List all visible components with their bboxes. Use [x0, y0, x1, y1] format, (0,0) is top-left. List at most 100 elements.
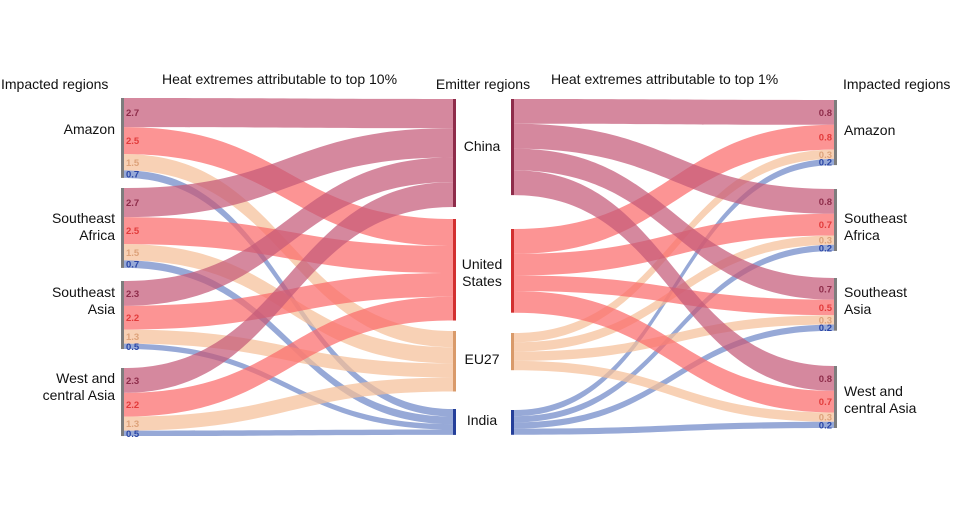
left-value-label-se_asia-india: 0.5 — [126, 342, 140, 353]
right-link-se_asia-us — [514, 275, 834, 316]
left-value-label-se_africa-eu: 1.5 — [126, 248, 140, 259]
right-value-label-se_asia-us: 0.5 — [819, 303, 833, 314]
labels: Impacted regions Heat extremes attributa… — [1, 71, 950, 428]
right-link-se_africa-china — [514, 123, 834, 214]
right-value-label-amazon-eu: 0.3 — [819, 150, 832, 161]
left-value-label-se_asia-us: 2.2 — [126, 313, 139, 324]
right-link-wc_asia-china — [514, 170, 834, 391]
right-value-label-wc_asia-india: 0.2 — [819, 420, 832, 431]
right-value-label-se_asia-eu: 0.3 — [819, 315, 832, 326]
left-emitter-bar-us — [453, 219, 456, 321]
left-value-label-se_africa-china: 2.7 — [126, 198, 139, 209]
left-value-label-se_africa-india: 0.7 — [126, 260, 139, 271]
left-region-label-amazon: Amazon — [64, 121, 115, 137]
right-link-wc_asia-india — [514, 421, 834, 435]
left-value-label-amazon-china: 2.7 — [126, 108, 139, 119]
left-link-wc_asia-china — [124, 182, 453, 393]
left-value-label-se_africa-us: 2.5 — [126, 226, 140, 237]
right-link-se_asia-india — [514, 324, 834, 429]
right-value-label-amazon-us: 0.8 — [819, 133, 832, 144]
right-region-bar-se_africa — [834, 189, 837, 251]
right-region-label-wc_asia: West and — [844, 383, 903, 399]
left-value-label-wc_asia-india: 0.5 — [126, 429, 140, 440]
left-region-bar-wc_asia — [121, 368, 124, 437]
left-emitter-bar-eu — [453, 331, 456, 392]
left-link-se_africa-us — [124, 217, 453, 273]
left-link-wc_asia-us — [124, 296, 453, 417]
right-emitter-bar-china — [511, 99, 514, 196]
left-region-label-se_africa: Africa — [79, 227, 115, 243]
left-value-label-wc_asia-eu: 1.3 — [126, 419, 139, 430]
right-region-bar-wc_asia — [834, 366, 837, 428]
right-value-label-se_asia-china: 0.7 — [819, 284, 832, 295]
right-link-wc_asia-us — [514, 291, 834, 413]
right-region-label-se_asia: Asia — [844, 301, 871, 317]
right-region-label-amazon: Amazon — [844, 122, 895, 138]
right-region-label-wc_asia: central Asia — [844, 400, 917, 416]
left-region-label-wc_asia: West and — [56, 370, 115, 386]
left-region-label-se_asia: Southeast — [52, 284, 115, 300]
left-link-se_asia-china — [124, 157, 453, 306]
left-link-se_africa-china — [124, 128, 453, 218]
emitter-label-eu: EU27 — [464, 351, 499, 367]
right-region-label-se_africa: Southeast — [844, 210, 907, 226]
left-region-bar-se_africa — [121, 188, 124, 268]
right-link-amazon-us — [514, 124, 834, 254]
left-emitter-bar-china — [453, 99, 456, 207]
right-value-label-se_africa-us: 0.7 — [819, 220, 832, 231]
left-region-bar-se_asia — [121, 281, 124, 350]
left-region-bar-amazon — [121, 98, 124, 178]
emitter-label-india: India — [467, 412, 498, 428]
right-chart-title: Heat extremes attributable to top 1% — [551, 71, 778, 87]
left-region-label-se_asia: Asia — [88, 301, 115, 317]
right-region-label-se_africa: Africa — [844, 227, 880, 243]
right-link-amazon-china — [514, 99, 834, 125]
right-emitter-bar-india — [511, 410, 514, 435]
left-value-label-wc_asia-us: 2.2 — [126, 400, 139, 411]
left-emitter-bar-india — [453, 409, 456, 435]
left-link-amazon-china — [124, 98, 453, 129]
right-links — [514, 99, 834, 435]
right-value-label-se_africa-eu: 0.3 — [819, 236, 832, 247]
right-region-label-se_asia: Southeast — [844, 284, 907, 300]
right-value-label-wc_asia-us: 0.7 — [819, 397, 832, 408]
left-link-wc_asia-eu — [124, 377, 453, 431]
right-region-bar-se_asia — [834, 278, 837, 331]
emitter-label-us: States — [462, 273, 502, 289]
left-link-se_asia-us — [124, 273, 453, 330]
right-value-label-se_africa-india: 0.2 — [819, 243, 832, 254]
right-emitter-bar-eu — [511, 333, 514, 371]
left-value-label-amazon-india: 0.7 — [126, 170, 139, 181]
right-value-label-wc_asia-eu: 0.3 — [819, 413, 832, 424]
right-value-label-se_africa-china: 0.8 — [819, 197, 832, 208]
left-link-se_asia-india — [124, 343, 453, 430]
right-link-se_africa-us — [514, 213, 834, 276]
left-links — [124, 98, 453, 437]
left-value-label-wc_asia-china: 2.3 — [126, 376, 139, 387]
right-link-se_asia-eu — [514, 315, 834, 361]
right-region-bar-amazon — [834, 100, 837, 166]
left-region-label-se_africa: Southeast — [52, 210, 115, 226]
right-value-label-se_asia-india: 0.2 — [819, 323, 832, 334]
emitter-label-us: United — [462, 256, 502, 272]
right-value-label-amazon-china: 0.8 — [819, 108, 832, 119]
right-link-se_asia-china — [514, 148, 834, 300]
right-value-label-amazon-india: 0.2 — [819, 158, 832, 169]
right-impacted-regions-header: Impacted regions — [843, 76, 950, 92]
nodes: 2.72.51.50.72.72.51.50.72.32.21.30.52.32… — [121, 98, 837, 440]
emitter-label-china: China — [464, 138, 501, 154]
left-impacted-regions-header: Impacted regions — [1, 76, 108, 92]
left-link-wc_asia-india — [124, 429, 453, 437]
left-link-se_africa-india — [124, 260, 453, 425]
right-emitter-bar-us — [511, 229, 514, 313]
left-value-label-se_asia-china: 2.3 — [126, 289, 139, 300]
emitter-regions-header: Emitter regions — [436, 76, 530, 92]
right-link-wc_asia-eu — [514, 360, 834, 422]
left-region-label-wc_asia: central Asia — [43, 387, 116, 403]
left-value-label-se_asia-eu: 1.3 — [126, 332, 139, 343]
left-value-label-amazon-us: 2.5 — [126, 136, 140, 147]
left-value-label-amazon-eu: 1.5 — [126, 158, 140, 169]
right-value-label-wc_asia-china: 0.8 — [819, 374, 832, 385]
left-chart-title: Heat extremes attributable to top 10% — [162, 71, 397, 87]
